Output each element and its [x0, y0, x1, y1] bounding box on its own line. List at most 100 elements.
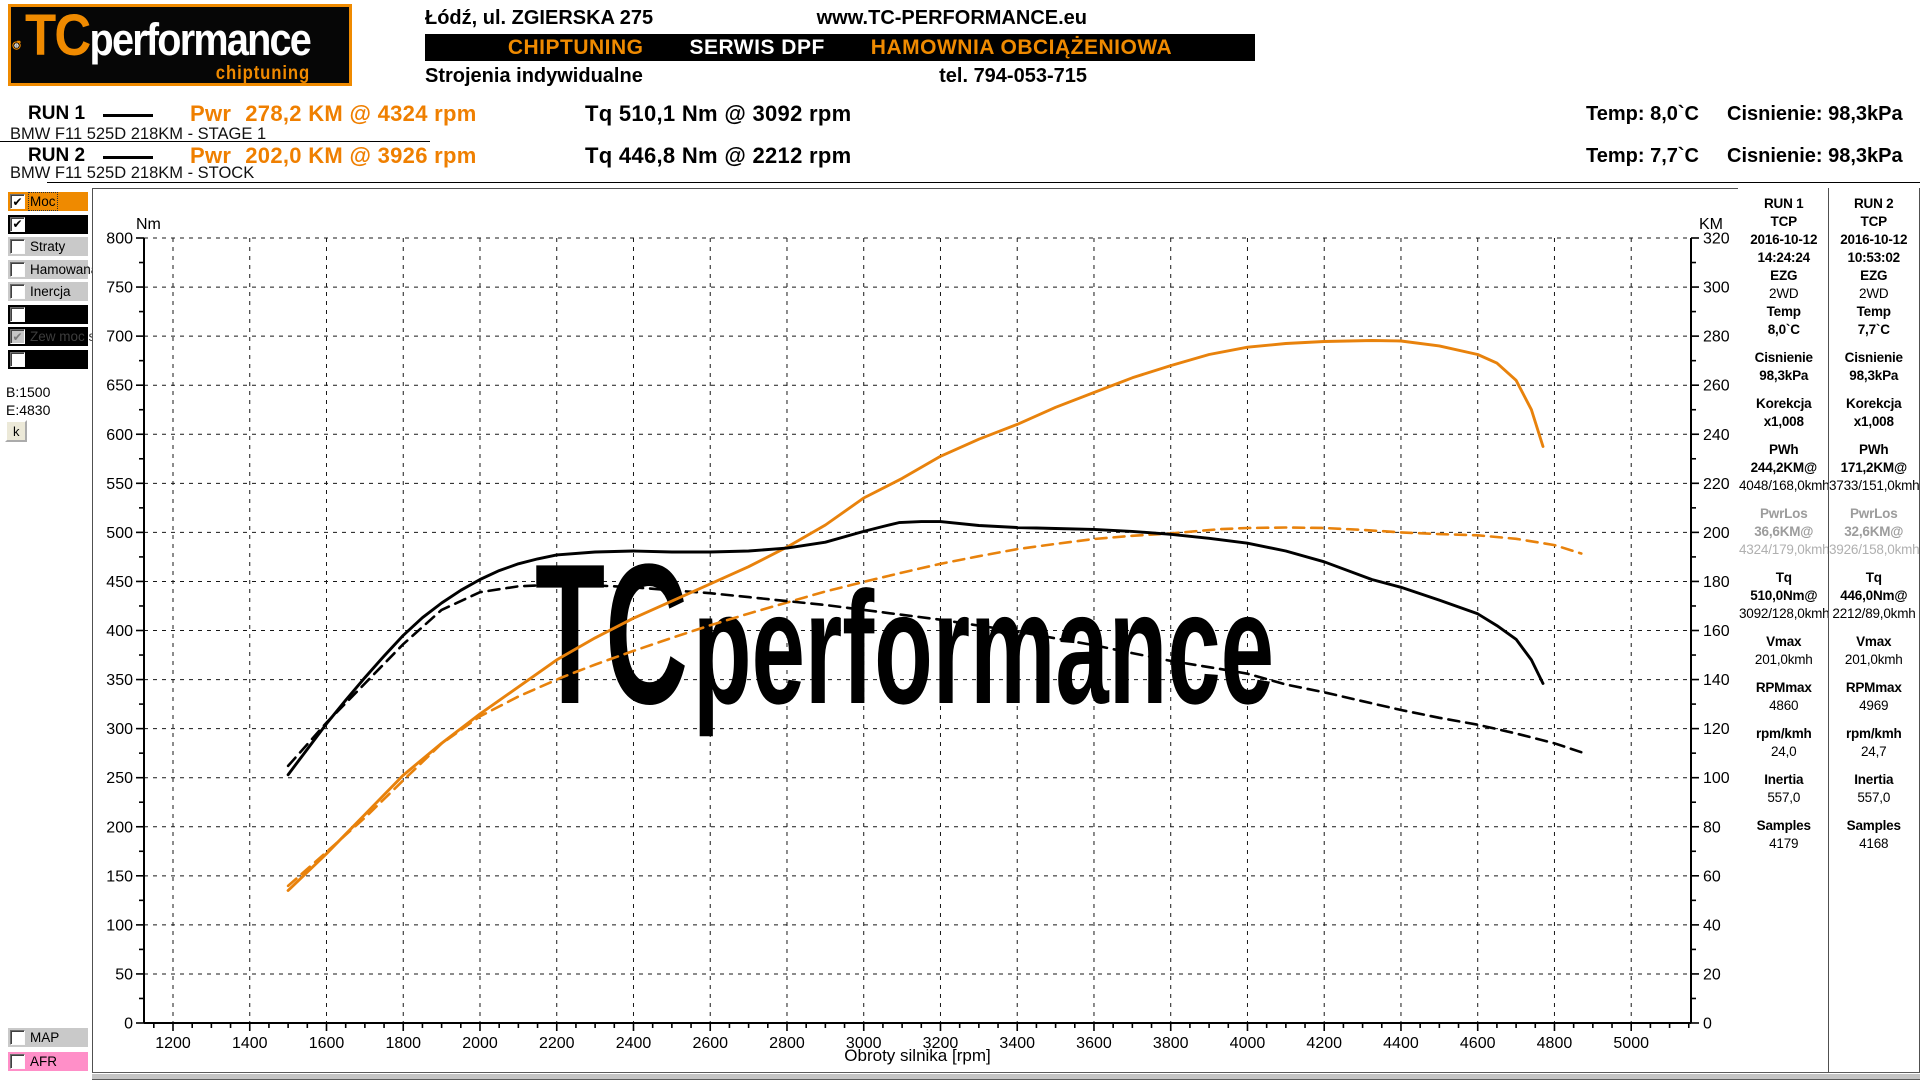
panel-cell: 8,0`C — [1767, 322, 1800, 337]
svg-text:800: 800 — [106, 231, 133, 248]
panel-spacer — [1739, 431, 1919, 441]
panel-cell: 2212/89,0kmh — [1832, 606, 1916, 621]
svg-text:100: 100 — [106, 917, 133, 934]
curve-toggle-row5[interactable] — [8, 304, 88, 324]
checkbox-icon[interactable] — [10, 1054, 25, 1069]
checkbox-label: Inercja — [30, 284, 71, 299]
curve-toggle-inercja[interactable]: Inercja — [8, 282, 88, 301]
svg-text:180: 180 — [1703, 574, 1730, 591]
curve-toggle-row1[interactable]: ✔ — [8, 214, 88, 234]
checkbox-icon[interactable]: ✔ — [10, 194, 25, 209]
panel-cell: 2WD — [1859, 286, 1889, 301]
panel-cell: Samples — [1756, 818, 1811, 833]
series-run-1-power — [286, 339, 1545, 892]
panel-row: Temp Temp — [1739, 303, 1919, 321]
panel-row: Tq Tq — [1739, 569, 1919, 587]
checkbox-icon[interactable] — [10, 306, 25, 322]
overlay-toggle-afr[interactable]: AFR — [8, 1052, 88, 1071]
panel-cell: 4048/168,0kmh — [1739, 478, 1830, 493]
panel-row: PWh PWh — [1739, 441, 1919, 459]
svg-text:4200: 4200 — [1306, 1035, 1342, 1052]
curve-toggle-moc[interactable]: ✔ Moc — [8, 192, 88, 211]
checkbox-icon[interactable] — [10, 261, 25, 277]
curve-toggle-straty[interactable]: Straty — [8, 237, 88, 256]
svg-text:5000: 5000 — [1613, 1035, 1649, 1052]
panel-cell: 2WD — [1769, 286, 1799, 301]
checkbox-icon[interactable] — [10, 1030, 25, 1045]
panel-cell: 510,0Nm@ — [1750, 588, 1818, 603]
run1-power-peak: Pwr 278,2 KM @ 4324 rpm — [190, 101, 477, 126]
panel-column-divider — [1828, 188, 1829, 1072]
svg-text:350: 350 — [106, 672, 133, 689]
panel-cell: 24,0 — [1771, 744, 1797, 759]
svg-text:performance: performance — [693, 558, 1274, 737]
svg-text:260: 260 — [1703, 378, 1730, 395]
company-phone: tel. 794-053-715 — [939, 65, 1087, 87]
panel-row: rpm/kmh rpm/kmh — [1739, 725, 1919, 743]
right-axis-unit: KM — [1699, 216, 1723, 233]
panel-cell: 24,7 — [1861, 744, 1887, 759]
panel-spacer — [1739, 761, 1919, 771]
panel-cell: 557,0 — [1767, 790, 1801, 805]
run1-pressure: Cisnienie: 98,3kPa — [1727, 103, 1903, 125]
left-axis-unit: Nm — [136, 216, 161, 233]
panel-cell: Temp — [1766, 304, 1801, 319]
panel-cell: 2016-10-12 — [1840, 232, 1908, 247]
company-address: Łódź, ul. ZGIERSKA 275 — [425, 7, 654, 29]
company-tagline: Strojenia indywidualne — [425, 65, 643, 87]
panel-cell: 4179 — [1769, 836, 1799, 851]
svg-text:1800: 1800 — [385, 1035, 421, 1052]
panel-cell: 201,0kmh — [1754, 652, 1813, 667]
separator-run1 — [0, 141, 430, 142]
checkbox-icon[interactable] — [10, 239, 25, 254]
panel-row: 3092/128,0kmh 2212/89,0kmh — [1739, 605, 1919, 623]
curve-toggle-row7[interactable] — [8, 349, 88, 369]
panel-cell: Temp — [1856, 304, 1891, 319]
run1-label: RUN 1 — [28, 103, 86, 124]
panel-row: RPMmax RPMmax — [1739, 679, 1919, 697]
svg-text:0: 0 — [1703, 1016, 1712, 1033]
svg-text:3000: 3000 — [846, 1035, 882, 1052]
checkbox-icon[interactable] — [10, 351, 25, 367]
svg-text:200: 200 — [106, 819, 133, 836]
checkbox-icon[interactable]: ✔ — [10, 329, 25, 344]
k-button[interactable]: k — [5, 420, 27, 442]
panel-cell: 4860 — [1769, 698, 1799, 713]
panel-row: 201,0kmh 201,0kmh — [1739, 651, 1919, 669]
bottom-splitter-handle[interactable] — [92, 1072, 1920, 1080]
panel-cell: x1,008 — [1853, 414, 1894, 429]
svg-text:50: 50 — [115, 966, 133, 983]
header-info: Łódź, ul. ZGIERSKA 275 www.TC-PERFORMANC… — [425, 6, 1270, 88]
panel-row: Vmax Vmax — [1739, 633, 1919, 651]
svg-text:700: 700 — [106, 329, 133, 346]
svg-text:650: 650 — [106, 378, 133, 395]
panel-spacer — [1739, 339, 1919, 349]
svg-text:2000: 2000 — [462, 1035, 498, 1052]
svg-text:240: 240 — [1703, 427, 1730, 444]
panel-row: Inertia Inertia — [1739, 771, 1919, 789]
panel-spacer — [1739, 495, 1919, 505]
checkbox-icon[interactable] — [10, 284, 25, 299]
panel-cell: TCP — [1770, 214, 1798, 229]
svg-text:160: 160 — [1703, 623, 1730, 640]
svg-text:40: 40 — [1703, 917, 1721, 934]
panel-row: 36,6KM@ 32,6KM@ — [1739, 523, 1919, 541]
curve-toggle-zew-moc-str[interactable]: ✔ Zew moc str — [8, 327, 104, 346]
svg-text:300: 300 — [106, 721, 133, 738]
panel-row: 14:24:24 10:53:02 — [1739, 249, 1919, 267]
service-chiptuning: CHIPTUNING — [507, 35, 644, 59]
overlay-toggle-map[interactable]: MAP — [8, 1028, 88, 1047]
run1-torque-peak: Tq 510,1 Nm @ 3092 rpm — [585, 101, 852, 126]
curve-toggle-hamowana[interactable]: Hamowana — [8, 259, 98, 279]
svg-text:4800: 4800 — [1537, 1035, 1573, 1052]
checkbox-icon[interactable]: ✔ — [10, 216, 25, 232]
dyno-chart: TC performance050100150200250300350400450… — [106, 216, 1730, 1065]
tick-labels: 0501001502002503003504004505005506006507… — [106, 216, 1730, 1065]
x-axis-title: Obroty silnika [rpm] — [844, 1046, 990, 1065]
checkbox-label: MAP — [30, 1030, 60, 1045]
company-website: www.TC-PERFORMANCE.eu — [816, 7, 1087, 29]
panel-cell: 4168 — [1859, 836, 1889, 851]
turbo-icon — [12, 40, 22, 50]
series-run-1-torque — [286, 520, 1545, 777]
panel-row: 557,0 557,0 — [1739, 789, 1919, 807]
